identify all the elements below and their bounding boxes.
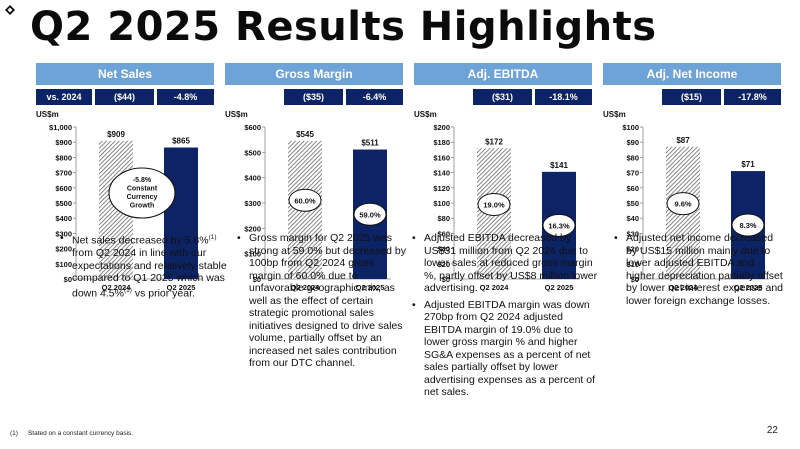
bullet-text: Adjusted EBITDA margin was down 270bp fr… [412, 299, 598, 399]
panel-header: Adj. Net Income [603, 63, 781, 85]
panel-header: Gross Margin [225, 63, 403, 85]
y-tick-label: $90 [626, 138, 639, 147]
compare-label: vs. 2024 [36, 89, 92, 105]
y-tick-label: $50 [626, 199, 639, 208]
y-tick-label: $600 [55, 184, 72, 193]
y-tick-label: $200 [433, 123, 450, 132]
y-tick-label: $40 [626, 214, 639, 223]
y-axis-label: US$m [225, 110, 248, 119]
y-tick-label: $100 [622, 123, 639, 132]
panel-header: Adj. EBITDA [414, 63, 592, 85]
bar-value-label: $141 [550, 161, 568, 170]
y-tick-label: $160 [433, 153, 450, 162]
y-tick-label: $200 [244, 224, 261, 233]
net-sales-bullets: Net sales decreased by 5.8%(1) from Q2 2… [60, 232, 230, 304]
margin-label: 59.0% [359, 210, 381, 219]
y-tick-label: $70 [626, 169, 639, 178]
compare-change: ($35) [284, 89, 343, 105]
y-tick-label: $400 [55, 214, 72, 223]
y-axis-label: US$m [414, 110, 437, 119]
panel-header: Net Sales [36, 63, 214, 85]
y-tick-label: $180 [433, 138, 450, 147]
margin-bubble [353, 202, 387, 226]
company-logo-icon [5, 5, 15, 15]
margin-bubble [477, 192, 511, 216]
y-tick-label: $800 [55, 153, 72, 162]
bar-value-label: $865 [172, 137, 190, 146]
y-tick-label: $900 [55, 138, 72, 147]
compare-change: ($15) [662, 89, 721, 105]
bubble-text: -5.8% [133, 177, 152, 184]
y-tick-label: $500 [55, 199, 72, 208]
margin-label: 19.0% [483, 200, 505, 209]
y-tick-label: $120 [433, 184, 450, 193]
compare-pct: -17.8% [724, 89, 781, 105]
bar-value-label: $511 [361, 139, 379, 148]
bar-value-label: $909 [107, 130, 125, 139]
y-tick-label: $700 [55, 169, 72, 178]
footnote: (1) Stated on a constant currency basis. [10, 430, 133, 437]
y-tick-label: $100 [433, 199, 450, 208]
bar-value-label: $87 [676, 136, 690, 145]
footnote-text: Stated on a constant currency basis. [27, 430, 134, 437]
y-tick-label: $60 [626, 184, 639, 193]
margin-bubble [288, 188, 322, 212]
bubble-text: Growth [130, 203, 155, 210]
bullet-text: Adjusted EBITDA decreased by US$31 milli… [412, 232, 598, 295]
y-tick-label: $600 [244, 123, 261, 132]
margin-label: 9.6% [674, 200, 691, 209]
margin-label: 16.3% [548, 221, 570, 230]
adj-net-income-bullets: Adjusted net income decreased by US$15 m… [614, 232, 786, 311]
y-tick-label: $300 [244, 199, 261, 208]
margin-label: 60.0% [294, 196, 316, 205]
compare-change: ($31) [473, 89, 532, 105]
margin-label: 8.3% [739, 221, 756, 230]
gross-margin-bullets: Gross margin for Q2 2025 was strong at 5… [237, 232, 407, 374]
page-number: 22 [766, 425, 778, 436]
compare-pct: -18.1% [535, 89, 592, 105]
y-axis-label: US$m [36, 110, 59, 119]
bar-value-label: $71 [741, 160, 755, 169]
bar-value-label: $172 [485, 137, 503, 146]
adj-ebitda-bullets: Adjusted EBITDA decreased by US$31 milli… [412, 232, 598, 403]
y-tick-label: $500 [244, 148, 261, 157]
y-axis-label: US$m [603, 110, 626, 119]
margin-bubble [666, 192, 700, 216]
bullet-text: Net sales decreased by 5.8%(1) from Q2 2… [60, 232, 230, 300]
compare-pct: -4.8% [157, 89, 214, 105]
bullet-text: Adjusted net income decreased by US$15 m… [614, 232, 786, 307]
y-tick-label: $80 [437, 214, 450, 223]
compare-change: ($44) [95, 89, 154, 105]
bullet-text: Gross margin for Q2 2025 was strong at 5… [237, 232, 407, 370]
bubble-text: Constant [127, 186, 158, 193]
bar-value-label: $545 [296, 130, 314, 139]
constant-currency-bubble [108, 167, 176, 219]
footnote-number: (1) [10, 430, 18, 437]
page-title: Q2 2025 Results Highlights [30, 4, 657, 50]
bubble-text: Currency [127, 194, 158, 201]
y-tick-label: $80 [626, 153, 639, 162]
y-tick-label: $140 [433, 169, 450, 178]
y-tick-label: $400 [244, 174, 261, 183]
y-tick-label: $1,000 [49, 123, 72, 132]
compare-pct: -6.4% [346, 89, 403, 105]
